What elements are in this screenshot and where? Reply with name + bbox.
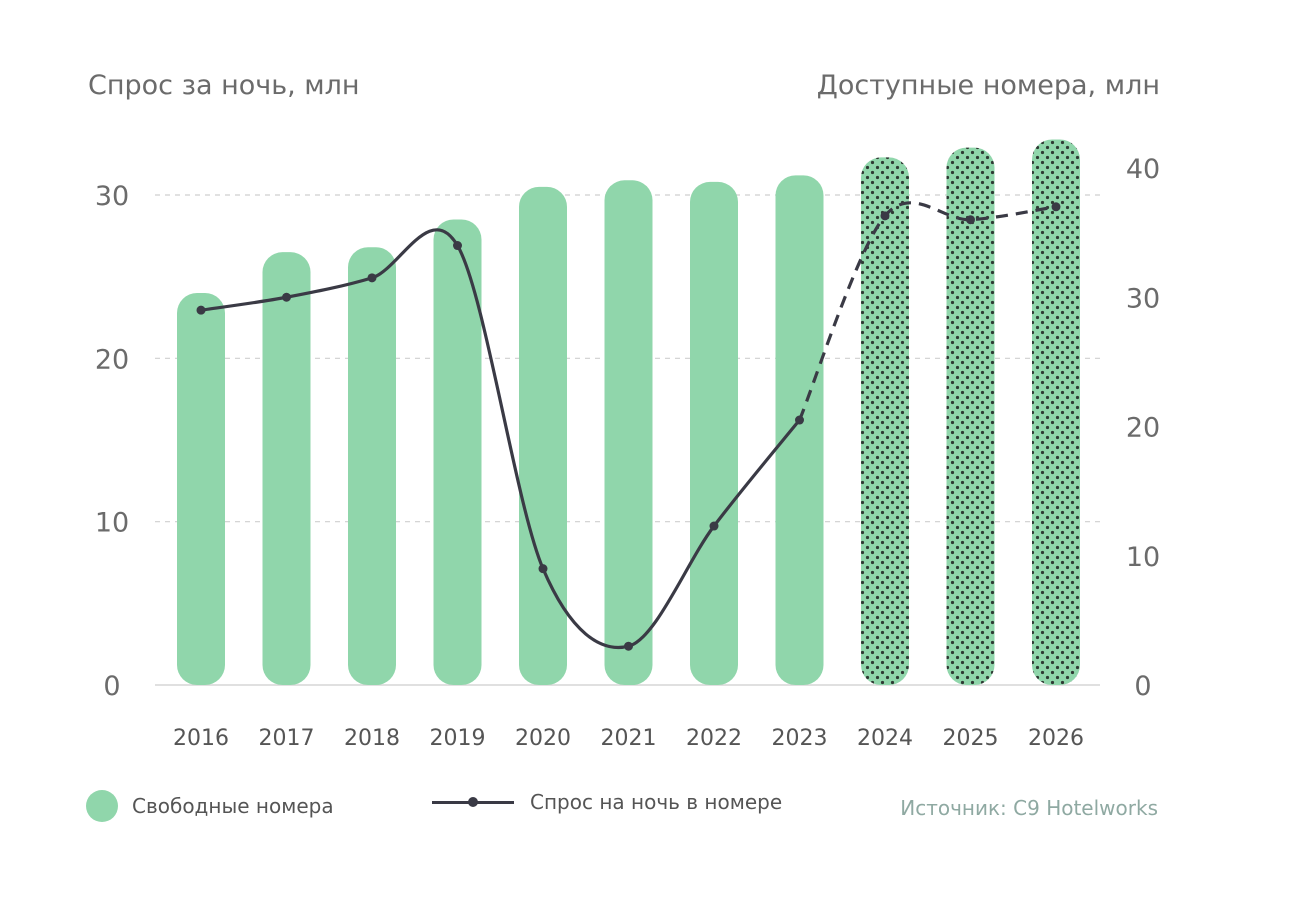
line-series [196, 201, 1061, 651]
x-tick-label: 2021 [601, 726, 657, 751]
bar-series [177, 139, 1080, 686]
demand-point [966, 215, 975, 225]
right-tick-label: 30 [1126, 283, 1160, 314]
demand-point [795, 415, 804, 425]
demand-point [709, 521, 719, 531]
demand-point [196, 305, 206, 315]
bar [177, 293, 225, 685]
legend-swatch-line [432, 790, 514, 814]
legend-label-line: Спрос на ночь в номере [530, 790, 783, 814]
demand-point [1051, 202, 1061, 212]
left-tick-label: 30 [95, 181, 129, 212]
left-axis-title: Спрос за ночь, млн [88, 70, 360, 101]
x-tick-label: 2022 [686, 726, 742, 751]
x-tick-label: 2016 [173, 726, 229, 751]
right-tick-label: 20 [1126, 413, 1160, 444]
x-tick-label: 2023 [772, 726, 828, 751]
bar-forecast [861, 157, 909, 685]
demand-point [453, 241, 462, 251]
right-tick-label: 0 [1134, 671, 1151, 702]
bar [690, 181, 738, 685]
x-tick-label: 2018 [344, 726, 400, 751]
left-tick-label: 10 [95, 508, 129, 539]
x-tick-label: 2026 [1028, 726, 1084, 751]
demand-line-actual [199, 228, 802, 649]
source-note: Источник: C9 Hotelworks [900, 796, 1158, 820]
demand-point [538, 564, 548, 574]
legend-item-bars: Свободные номера [86, 790, 334, 822]
x-tick-label: 2019 [430, 726, 486, 751]
bar [348, 247, 396, 685]
demand-point [880, 211, 890, 221]
demand-line-forecast [798, 201, 1057, 421]
bar-forecast [946, 147, 995, 686]
x-tick-label: 2025 [943, 726, 999, 751]
left-tick-label: 0 [103, 671, 120, 702]
right-tick-label: 40 [1126, 154, 1160, 185]
left-tick-label: 20 [95, 344, 129, 375]
bar [519, 186, 567, 686]
x-tick-label: 2024 [857, 726, 913, 751]
bar [604, 180, 653, 686]
axis-ticks: 0 10 20 30 0 10 20 30 40 2016 2017 2018 2019 2020 2021… [95, 154, 1160, 751]
bar [433, 219, 482, 685]
bar-forecast [1032, 139, 1080, 685]
demand-point [367, 273, 377, 283]
demand-point [282, 292, 291, 302]
legend-label-bars: Свободные номера [132, 794, 334, 818]
bar [262, 252, 311, 685]
right-axis-title: Доступные номера, млн [816, 70, 1160, 101]
x-tick-label: 2020 [515, 726, 571, 751]
legend-swatch-bars [86, 790, 118, 822]
right-tick-label: 10 [1126, 542, 1160, 573]
bar [775, 175, 824, 685]
x-tick-label: 2017 [259, 726, 315, 751]
legend-item-line: Спрос на ночь в номере [432, 790, 782, 814]
demand-point [624, 641, 633, 651]
